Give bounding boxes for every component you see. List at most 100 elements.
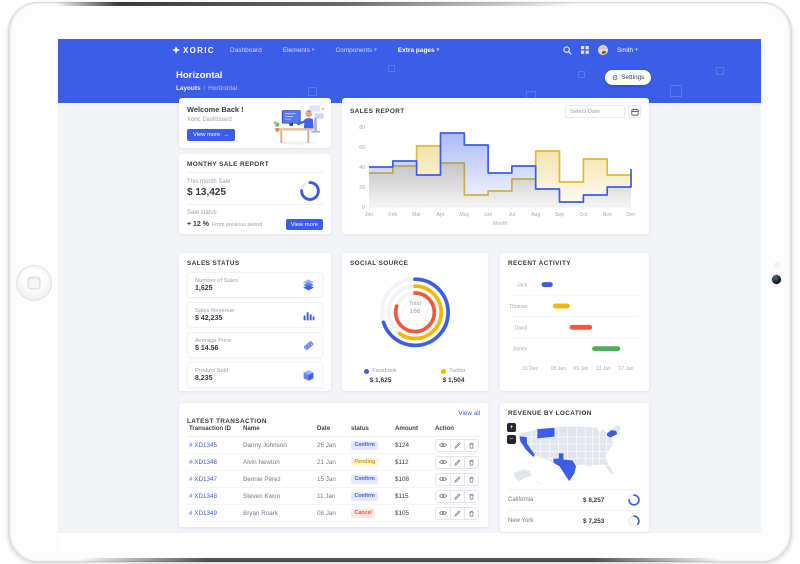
col-date: Date bbox=[315, 422, 349, 437]
svg-text:Aug: Aug bbox=[531, 212, 540, 218]
state-california[interactable] bbox=[518, 435, 536, 458]
cell-amount: $108 bbox=[393, 470, 433, 488]
svg-text:Dec: Dec bbox=[626, 212, 636, 218]
home-button-square-icon bbox=[27, 276, 41, 290]
calendar-button[interactable] bbox=[628, 105, 641, 118]
brand-logo[interactable]: XORIC bbox=[172, 39, 215, 61]
view-more-button[interactable]: View more bbox=[285, 219, 323, 230]
table-row: # XD1347 Bennie Perez 15 Jan Confirm $10… bbox=[187, 470, 480, 488]
view-button[interactable] bbox=[436, 456, 450, 468]
new-york-progress-ring bbox=[628, 515, 640, 527]
table-row: # XD1345 Danny Johnson 26 Jan Confirm $1… bbox=[187, 436, 480, 454]
search-icon[interactable] bbox=[563, 45, 572, 55]
bar-chart-icon bbox=[303, 311, 315, 320]
pencil-icon bbox=[454, 476, 461, 483]
decorative-square bbox=[716, 67, 724, 75]
card-title: REVENUE BY LOCATION bbox=[508, 410, 592, 417]
arrow-right-icon: → bbox=[223, 131, 230, 138]
revenue-by-location-card: REVENUE BY LOCATION + − bbox=[500, 403, 649, 532]
nav-item-extra-pages[interactable]: Extra pages ▾ bbox=[398, 47, 439, 54]
delete-button[interactable] bbox=[464, 490, 478, 502]
svg-text:60: 60 bbox=[359, 145, 365, 151]
delete-button[interactable] bbox=[464, 473, 478, 485]
page-title: Horizontal bbox=[176, 70, 223, 81]
workspace-illustration bbox=[273, 105, 324, 145]
edit-button[interactable] bbox=[450, 439, 464, 451]
breadcrumb: Layouts / Horizontal bbox=[176, 85, 237, 92]
device-top-edge bbox=[55, 2, 581, 6]
transaction-id-link[interactable]: # XD1346 bbox=[187, 453, 241, 471]
card-title: LATEST TRANSACTION bbox=[187, 418, 267, 425]
status-item-number-of-sales: Number of Sales 1,625 bbox=[187, 272, 323, 298]
view-button[interactable] bbox=[436, 490, 450, 502]
nav-item-elements[interactable]: Elements ▾ bbox=[283, 47, 315, 54]
select-date-input[interactable] bbox=[565, 105, 625, 118]
legend-name: Facebook bbox=[372, 368, 397, 374]
cell-date: 15 Jan bbox=[315, 470, 349, 488]
cell-date: 08 Jan bbox=[315, 504, 349, 522]
transaction-id-link[interactable]: # XD1345 bbox=[187, 436, 241, 454]
svg-text:Mar: Mar bbox=[412, 212, 421, 218]
delete-button[interactable] bbox=[464, 507, 478, 519]
brand-name: XORIC bbox=[183, 45, 215, 55]
nav-item-components[interactable]: Components ▾ bbox=[335, 47, 376, 54]
state-texas[interactable] bbox=[552, 452, 577, 483]
view-button[interactable] bbox=[436, 439, 450, 451]
eye-icon bbox=[439, 510, 447, 516]
svg-text:05 Jan: 05 Jan bbox=[551, 366, 566, 372]
view-button[interactable] bbox=[436, 473, 450, 485]
map-zoom-out-button[interactable]: − bbox=[507, 435, 516, 444]
view-button[interactable] bbox=[436, 507, 450, 519]
top-navbar: XORIC Dashboard Elements ▾ Components ▾ Ex… bbox=[58, 39, 761, 61]
view-all-link[interactable]: View all bbox=[458, 410, 480, 417]
light-sensor bbox=[774, 262, 780, 268]
nav-label: Extra pages bbox=[397, 46, 435, 54]
cube-icon bbox=[303, 369, 314, 381]
transaction-id-link[interactable]: # XD1347 bbox=[187, 470, 241, 488]
eye-icon bbox=[439, 493, 447, 499]
decorative-square bbox=[578, 71, 585, 78]
status-badge: Confirm bbox=[351, 474, 379, 484]
transaction-id-link[interactable]: # XD1349 bbox=[187, 504, 241, 522]
settings-button[interactable]: ⚙ Settings bbox=[605, 70, 652, 85]
delete-button[interactable] bbox=[464, 439, 478, 451]
nav-item-dashboard[interactable]: Dashboard bbox=[230, 47, 262, 54]
edit-button[interactable] bbox=[450, 507, 464, 519]
settings-label: Settings bbox=[621, 74, 645, 81]
table-row: # XD1346 Alvin Newton 21 Jan Pending $11… bbox=[187, 453, 480, 471]
svg-text:09 Jan: 09 Jan bbox=[573, 366, 588, 372]
state-new-york[interactable] bbox=[606, 429, 618, 439]
usa-map[interactable] bbox=[512, 419, 646, 487]
status-badge: Pending bbox=[351, 457, 379, 467]
map-zoom-in-button[interactable]: + bbox=[507, 423, 516, 432]
state-montana[interactable] bbox=[536, 427, 556, 440]
apps-grid-icon[interactable] bbox=[581, 46, 589, 54]
avatar[interactable] bbox=[598, 45, 608, 55]
status-label: Number of Sales bbox=[195, 277, 239, 284]
view-more-label: View more bbox=[290, 221, 318, 228]
sales-report-card: SALES REPORT 0 20 40 60 80 Jan Feb Mar Apr May Jun… bbox=[342, 98, 649, 234]
edit-button[interactable] bbox=[450, 490, 464, 502]
svg-text:Jack: Jack bbox=[517, 283, 528, 289]
col-action: Action bbox=[433, 422, 480, 437]
chevron-down-icon: ▾ bbox=[374, 47, 377, 53]
home-button[interactable] bbox=[16, 265, 52, 301]
svg-text:Oct: Oct bbox=[579, 212, 588, 218]
edit-button[interactable] bbox=[450, 473, 464, 485]
breadcrumb-current: Horizontal bbox=[208, 85, 238, 92]
status-badge: Confirm bbox=[351, 491, 379, 501]
delete-button[interactable] bbox=[464, 456, 478, 468]
cell-name: Bryan Roark bbox=[241, 504, 315, 522]
table-row: # XD1348 Steven Kwon 11 Jan Confirm $115 bbox=[187, 487, 480, 505]
transaction-id-link[interactable]: # XD1348 bbox=[187, 487, 241, 505]
cell-amount: $115 bbox=[393, 487, 433, 505]
user-menu[interactable]: Smith ▾ bbox=[617, 47, 638, 54]
breadcrumb-parent[interactable]: Layouts bbox=[176, 85, 201, 92]
view-more-button[interactable]: View more → bbox=[187, 128, 236, 141]
calendar-icon bbox=[630, 108, 639, 116]
edit-button[interactable] bbox=[450, 456, 464, 468]
delta-note: From previous period bbox=[212, 221, 263, 228]
page-header-band bbox=[58, 61, 761, 103]
cell-date: 11 Jan bbox=[315, 487, 349, 505]
svg-text:13 Jan: 13 Jan bbox=[596, 366, 611, 372]
